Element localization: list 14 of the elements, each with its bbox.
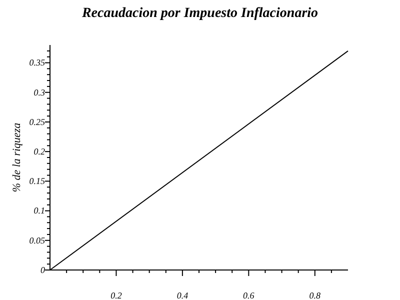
y-tick-label: 0.2 (34, 146, 46, 156)
y-tick-label: 0.25 (29, 116, 46, 127)
y-tick-label: 0.15 (29, 176, 46, 186)
y-tick-label: 0 (40, 264, 46, 275)
y-tick-label: 0.05 (29, 235, 46, 246)
y-tick-label: 0.35 (29, 58, 46, 68)
x-tick-label: 0.4 (176, 290, 189, 300)
y-tick-label: 0.1 (34, 206, 45, 216)
y-axis-title: % de la riqueza (11, 122, 23, 192)
x-tick-label: 0.6 (243, 290, 255, 300)
x-tick-label: 0.8 (309, 290, 322, 300)
chart-title: Recaudacion por Impuesto Inflacionario (80, 6, 318, 21)
x-tick-label: 0.2 (110, 290, 122, 300)
y-tick-label: 0.3 (34, 87, 46, 98)
